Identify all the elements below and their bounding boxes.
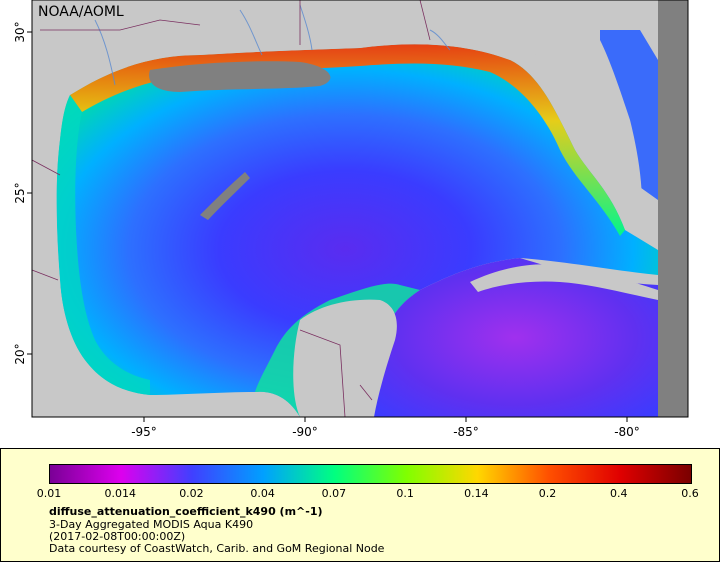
nodata-louisiana bbox=[149, 61, 331, 92]
tick-marks bbox=[27, 31, 628, 422]
lat-tick-label: 25° bbox=[13, 182, 27, 203]
map-area: -95° -90° -85° -80° 30° 25° 20° NOAA/AOM… bbox=[13, 0, 689, 439]
gulf-water bbox=[56, 44, 659, 418]
colorbar-tick-label: 0.02 bbox=[179, 487, 204, 500]
credit-label: NOAA/AOML bbox=[38, 4, 124, 20]
rivers bbox=[94, 4, 451, 86]
lon-tick-label: -90° bbox=[292, 425, 318, 439]
us-land bbox=[32, 0, 600, 100]
lat-tick-label: 30° bbox=[13, 21, 27, 42]
colorbar-tick-label: 0.04 bbox=[250, 487, 275, 500]
borders bbox=[31, 0, 431, 418]
florida-land bbox=[520, 40, 642, 228]
legend-dataset: 3-Day Aggregated MODIS Aqua K490 bbox=[49, 518, 254, 531]
colorbar-tick-label: 0.4 bbox=[610, 487, 628, 500]
lat-tick-label: 20° bbox=[13, 343, 27, 364]
atlantic-water bbox=[600, 30, 658, 200]
yucatan-land bbox=[293, 299, 397, 417]
colorbar-tick-label: 0.6 bbox=[681, 487, 699, 500]
colorbar-tick-label: 0.07 bbox=[321, 487, 347, 500]
plot-frame bbox=[31, 0, 689, 418]
western-shelf bbox=[56, 95, 150, 395]
colorbar-tick-label: 0.2 bbox=[538, 487, 557, 500]
colorbar-tick-label: 0.01 bbox=[36, 487, 62, 500]
legend-panel: 0.01 0.014 0.02 0.04 0.07 0.1 0.14 0.2 0.4 0.6 di… bbox=[0, 448, 720, 562]
legend-time: (2017-02-08T00:00:00Z) bbox=[49, 530, 186, 543]
lon-tick-label: -80° bbox=[614, 425, 640, 439]
caribbean-water bbox=[372, 258, 658, 417]
legend-variable-title: diffuse_attenuation_coefficient_k490 (m^… bbox=[49, 505, 323, 518]
cuba-land bbox=[470, 264, 658, 300]
nodata-east-strip bbox=[658, 0, 688, 417]
colorbar-tick-label: 0.014 bbox=[104, 487, 136, 500]
colorbar bbox=[49, 464, 692, 484]
map-canvas: -95° -90° -85° -80° 30° 25° 20° bbox=[13, 0, 689, 439]
lon-tick-label: -85° bbox=[453, 425, 479, 439]
mexico-land bbox=[32, 100, 250, 417]
colorbar-tick-label: 0.14 bbox=[464, 487, 489, 500]
lon-tick-label: -95° bbox=[131, 425, 157, 439]
colorbar-tick-label: 0.1 bbox=[396, 487, 414, 500]
nodata-texas-bank bbox=[200, 172, 250, 220]
legend-courtesy: Data courtesy of CoastWatch, Carib. and … bbox=[49, 542, 385, 555]
